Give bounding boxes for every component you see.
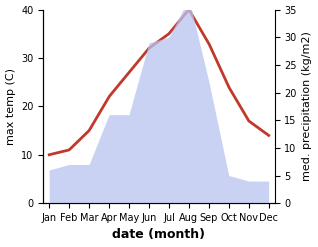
Y-axis label: max temp (C): max temp (C) [5,68,16,145]
X-axis label: date (month): date (month) [113,228,205,242]
Y-axis label: med. precipitation (kg/m2): med. precipitation (kg/m2) [302,31,313,181]
